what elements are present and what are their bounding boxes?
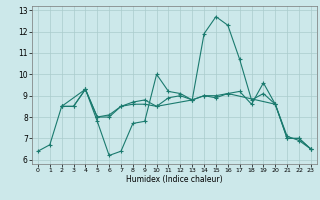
- X-axis label: Humidex (Indice chaleur): Humidex (Indice chaleur): [126, 175, 223, 184]
